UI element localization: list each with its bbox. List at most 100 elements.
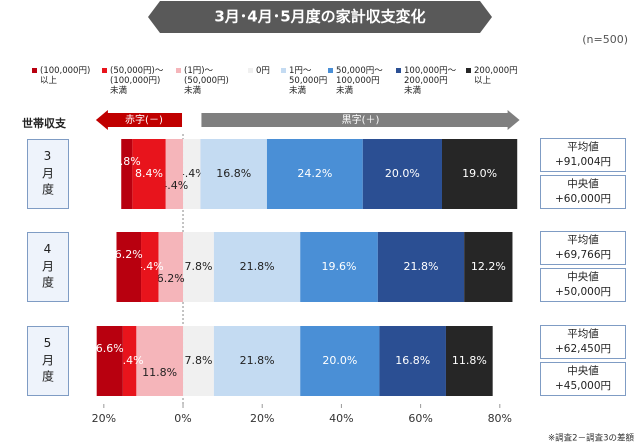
data-label: 16.8% — [216, 167, 251, 180]
bar-segment — [122, 326, 137, 396]
bar-segment — [183, 326, 214, 396]
chart-title: 3月･4月･5月度の家計収支変化 — [214, 8, 425, 26]
data-label: 8.4% — [135, 167, 163, 180]
data-label: 6.2% — [157, 272, 185, 285]
data-label: 19.6% — [322, 260, 357, 273]
legend-entry: 50,000円～ 100,000円 未満 — [328, 66, 383, 96]
bar-segment — [158, 232, 184, 302]
stat-value: +45,000円 — [554, 380, 612, 392]
data-label: 4.4% — [160, 179, 188, 192]
x-tick-label: 60% — [408, 412, 432, 425]
stat-box: 中央値 +45,000円 — [540, 362, 626, 396]
bar-segment — [136, 326, 184, 396]
legend-swatch — [248, 68, 253, 73]
stat-label: 中央値 — [567, 178, 599, 190]
x-tick-label: 20% — [250, 412, 274, 425]
bar-segment — [300, 232, 378, 302]
data-label: 6.6% — [96, 342, 124, 355]
bar-segment — [183, 139, 201, 209]
bar-segment — [96, 326, 123, 396]
stat-box: 中央値 +50,000円 — [540, 268, 626, 302]
data-label: 24.2% — [297, 167, 332, 180]
data-label: 6.2% — [115, 248, 143, 261]
data-label: 20.0% — [322, 354, 357, 367]
data-label: 21.8% — [240, 260, 275, 273]
data-label: 16.8% — [395, 354, 430, 367]
legend-swatch — [102, 68, 107, 73]
stat-box: 平均値 +69,766円 — [540, 231, 626, 265]
legend-swatch — [396, 68, 401, 73]
x-tick-label: 80% — [488, 412, 512, 425]
deficit-label: 赤字(－) — [125, 113, 163, 126]
legend-entry: (50,000円)～ (100,000円) 未満 — [102, 66, 163, 96]
legend-swatch — [281, 68, 286, 73]
category-label: 3月度 — [27, 139, 69, 209]
stat-label: 中央値 — [567, 365, 599, 377]
x-tick-label: 0% — [174, 412, 191, 425]
bar-segment — [377, 232, 465, 302]
bar-segment — [213, 326, 301, 396]
legend-entry: 200,000円 以上 — [466, 66, 518, 86]
stat-value: +62,450円 — [554, 343, 612, 355]
legend-entry: 0円 — [248, 66, 270, 76]
footnote: ※調査2－調査3の差額 — [548, 433, 634, 444]
x-tick-label: 40% — [329, 412, 353, 425]
bar-segment — [132, 139, 166, 209]
data-label: 11.8% — [452, 354, 487, 367]
stat-box: 中央値 +60,000円 — [540, 175, 626, 209]
legend-entry: 100,000円～ 200,000円 未満 — [396, 66, 456, 96]
data-label: 4.4% — [178, 167, 206, 180]
surplus-label: 黒字(＋) — [342, 113, 380, 126]
category-label: 5月度 — [27, 326, 69, 396]
bar-segment — [300, 326, 380, 396]
stat-box: 平均値 +62,450円 — [540, 325, 626, 359]
data-label: 21.8% — [240, 354, 275, 367]
surplus-arrow — [201, 110, 520, 130]
legend-entry: (1円)～ (50,000円) 未満 — [176, 66, 229, 96]
title-banner — [148, 1, 492, 33]
bar-segment — [200, 139, 267, 209]
bar-segment — [379, 326, 446, 396]
legend-entry: 1円～ 50,000円 未満 — [281, 66, 327, 96]
category-label: 4月度 — [27, 232, 69, 302]
stat-value: +60,000円 — [554, 193, 612, 205]
stat-label: 平均値 — [567, 141, 599, 153]
y-axis-label: 世帯収支 — [22, 116, 67, 130]
stat-value: +91,004円 — [554, 156, 612, 168]
bar-segment — [183, 232, 214, 302]
data-label: 2.8% — [113, 155, 141, 168]
stat-value: +69,766円 — [554, 249, 612, 261]
data-label: 21.8% — [404, 260, 439, 273]
legend-swatch — [176, 68, 181, 73]
legend-swatch — [328, 68, 333, 73]
bar-segment — [116, 232, 142, 302]
stat-label: 中央値 — [567, 271, 599, 283]
stat-label: 平均値 — [567, 234, 599, 246]
data-label: 7.8% — [184, 260, 212, 273]
data-label: 12.2% — [471, 260, 506, 273]
subtitle: (n=500) — [582, 33, 628, 46]
data-label: 20.0% — [385, 167, 420, 180]
bar-segment — [165, 139, 184, 209]
legend-swatch — [32, 68, 37, 73]
legend-entry: (100,000円) 以上 — [32, 66, 90, 86]
stat-box: 平均値 +91,004円 — [540, 138, 626, 172]
data-label: 19.0% — [462, 167, 497, 180]
x-tick-label: 20% — [92, 412, 116, 425]
deficit-arrow — [95, 110, 183, 130]
data-label: 11.8% — [142, 366, 177, 379]
bar-segment — [213, 232, 301, 302]
bar-segment — [445, 326, 493, 396]
bar-segment — [266, 139, 363, 209]
bar-segment — [441, 139, 518, 209]
data-label: 4.4% — [136, 260, 164, 273]
stat-value: +50,000円 — [554, 286, 612, 298]
bar-segment — [464, 232, 513, 302]
legend-swatch — [466, 68, 471, 73]
stat-label: 平均値 — [567, 328, 599, 340]
data-label: 7.8% — [184, 354, 212, 367]
bar-segment — [362, 139, 442, 209]
bar-segment — [121, 139, 133, 209]
